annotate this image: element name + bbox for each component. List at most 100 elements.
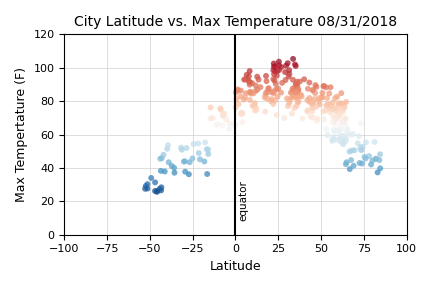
Point xyxy=(304,108,311,113)
Point xyxy=(289,111,295,116)
Point xyxy=(332,96,339,101)
Point xyxy=(336,129,343,133)
Point xyxy=(272,69,279,73)
Point xyxy=(251,103,258,108)
Point xyxy=(282,70,289,74)
Point xyxy=(273,113,280,117)
Point xyxy=(333,108,340,113)
Point xyxy=(272,82,279,86)
Point xyxy=(349,148,356,153)
Title: City Latitude vs. Max Temperature 08/31/2018: City Latitude vs. Max Temperature 08/31/… xyxy=(74,15,397,29)
Point xyxy=(283,63,289,68)
Point xyxy=(323,85,330,90)
Point xyxy=(209,116,216,120)
Point xyxy=(290,94,297,99)
Point xyxy=(318,95,325,100)
Point xyxy=(350,164,357,168)
Point xyxy=(182,169,189,174)
Point xyxy=(295,95,302,100)
Point xyxy=(293,94,300,99)
Point xyxy=(217,106,224,111)
Point xyxy=(232,105,239,109)
Point xyxy=(247,90,254,94)
Point xyxy=(238,88,245,93)
Point xyxy=(343,100,349,104)
Point xyxy=(254,88,261,92)
Point xyxy=(334,116,340,120)
Point xyxy=(168,164,175,168)
Point xyxy=(362,156,369,161)
Point xyxy=(286,97,292,102)
Point xyxy=(308,98,314,103)
Point xyxy=(197,157,203,162)
Point xyxy=(338,127,345,131)
Point xyxy=(309,109,316,113)
Point xyxy=(144,186,151,191)
Point xyxy=(340,109,346,114)
Point xyxy=(282,78,289,82)
Point xyxy=(335,114,342,119)
Point xyxy=(293,90,300,95)
Point xyxy=(261,95,268,100)
Point xyxy=(270,72,277,76)
Point xyxy=(341,134,348,138)
Point xyxy=(295,88,302,92)
Point xyxy=(287,90,294,95)
Point xyxy=(321,84,327,88)
Point xyxy=(361,154,368,159)
Point xyxy=(267,99,274,103)
Point xyxy=(165,143,172,147)
Point xyxy=(234,87,241,92)
Point xyxy=(337,134,344,138)
Point xyxy=(178,147,185,152)
Point xyxy=(323,103,330,108)
Point xyxy=(239,111,246,116)
Point xyxy=(330,128,337,132)
Point xyxy=(246,82,253,87)
Point xyxy=(279,81,286,85)
Point xyxy=(337,137,343,141)
Point xyxy=(286,68,292,73)
Point xyxy=(331,130,338,134)
Point xyxy=(332,137,339,142)
Point xyxy=(144,182,151,186)
Point xyxy=(332,122,339,127)
Point xyxy=(338,122,345,127)
Point xyxy=(291,106,298,110)
Point xyxy=(368,162,375,167)
Point xyxy=(238,110,245,115)
Point xyxy=(290,86,297,91)
Point xyxy=(207,105,214,110)
Point xyxy=(335,101,342,106)
Point xyxy=(214,122,221,126)
Point xyxy=(152,189,159,193)
Point xyxy=(157,156,164,161)
Point xyxy=(263,90,270,95)
Point xyxy=(252,89,259,93)
Point xyxy=(246,69,253,73)
Text: equator: equator xyxy=(239,181,249,221)
Point xyxy=(265,86,272,90)
Point xyxy=(270,68,277,73)
Point xyxy=(276,59,283,64)
Point xyxy=(142,187,149,191)
Point xyxy=(245,74,252,79)
Point xyxy=(286,72,293,76)
Point xyxy=(164,147,171,151)
Point xyxy=(301,77,308,82)
Point xyxy=(324,96,330,100)
Point xyxy=(233,97,240,102)
Point xyxy=(288,90,295,94)
Point xyxy=(270,91,277,95)
Point xyxy=(330,107,337,112)
Point xyxy=(142,184,149,188)
Point xyxy=(250,91,257,96)
Point xyxy=(249,103,256,108)
Point xyxy=(316,102,323,107)
Point xyxy=(311,97,318,101)
Point xyxy=(220,114,227,118)
Point xyxy=(333,129,340,133)
Point xyxy=(310,115,317,120)
Point xyxy=(262,92,269,97)
Point xyxy=(316,102,323,106)
